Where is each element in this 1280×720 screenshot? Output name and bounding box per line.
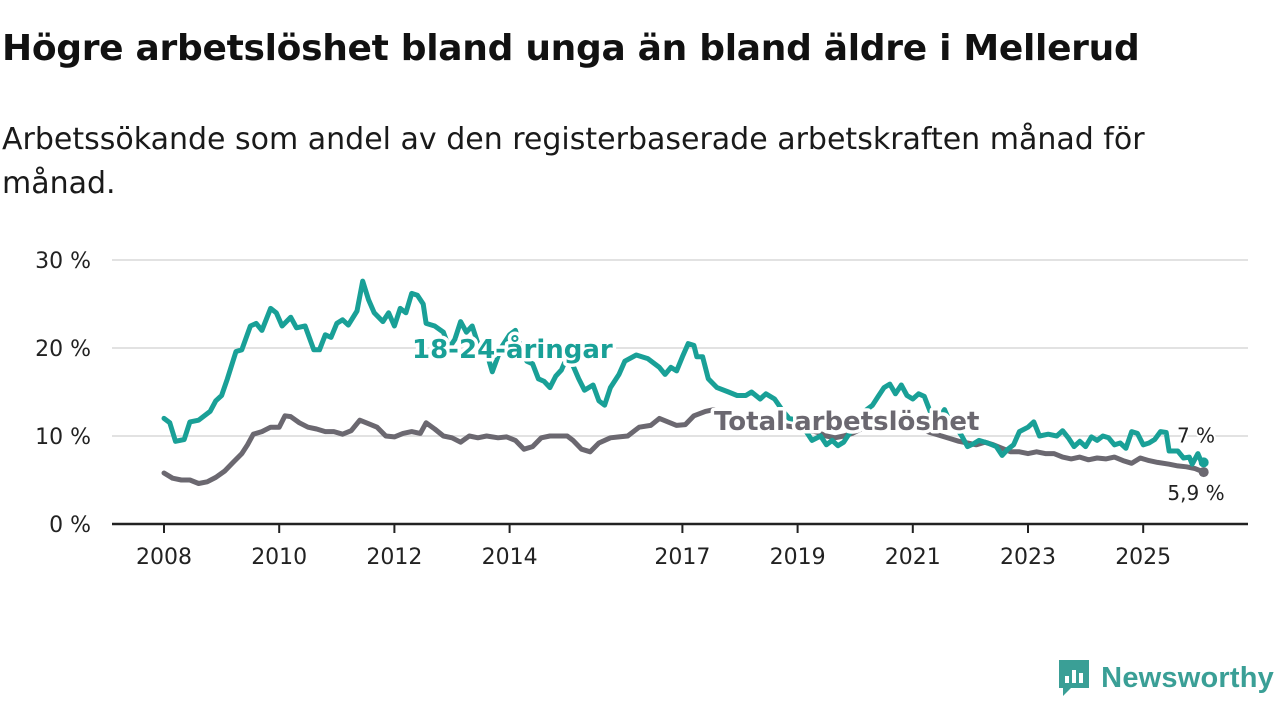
end-label-total: 5,9 % <box>1167 481 1224 505</box>
x-axis-ticks: 2008 2010 2012 2014 2017 2019 2021 2023 2025 <box>136 524 1171 570</box>
x-tick-label: 2021 <box>885 545 941 570</box>
series-lines <box>161 278 1209 486</box>
newsworthy-logo: Newsworthy <box>1057 658 1274 698</box>
y-tick-label: 30 % <box>35 249 91 274</box>
total-line <box>161 407 1207 486</box>
y-axis-ticks: 0 % 10 % 20 % 30 % <box>35 249 91 538</box>
newsworthy-logo-icon <box>1059 660 1090 696</box>
youth-end-dot <box>1198 457 1209 468</box>
brand-name: Newsworthy <box>1101 661 1274 694</box>
chart-subtitle: Arbetssökande som andel av den registerb… <box>2 122 1145 201</box>
x-tick-label: 2025 <box>1115 545 1171 570</box>
total-end-dot <box>1198 467 1209 478</box>
x-tick-label: 2014 <box>482 545 538 570</box>
x-tick-label: 2010 <box>251 545 307 570</box>
y-tick-label: 20 % <box>35 337 91 362</box>
x-tick-label: 2019 <box>770 545 826 570</box>
x-tick-label: 2012 <box>366 545 422 570</box>
y-tick-label: 0 % <box>49 513 91 538</box>
grid-lines <box>112 259 1248 437</box>
y-tick-label: 10 % <box>35 425 91 450</box>
x-tick-label: 2017 <box>654 545 710 570</box>
end-label-youth: 7 % <box>1177 423 1215 447</box>
series-label-youth: 18-24-åringar <box>412 333 613 365</box>
chart-title: Högre arbetslöshet bland unga än bland ä… <box>2 28 1140 69</box>
x-tick-label: 2023 <box>1000 545 1056 570</box>
series-label-total: Total arbetslöshet <box>714 407 979 437</box>
youth-line <box>161 278 1207 467</box>
series-labels: 18-24-åringar Total arbetslöshet 7 % 5,9 % <box>409 330 1227 508</box>
x-tick-label: 2008 <box>136 545 192 570</box>
